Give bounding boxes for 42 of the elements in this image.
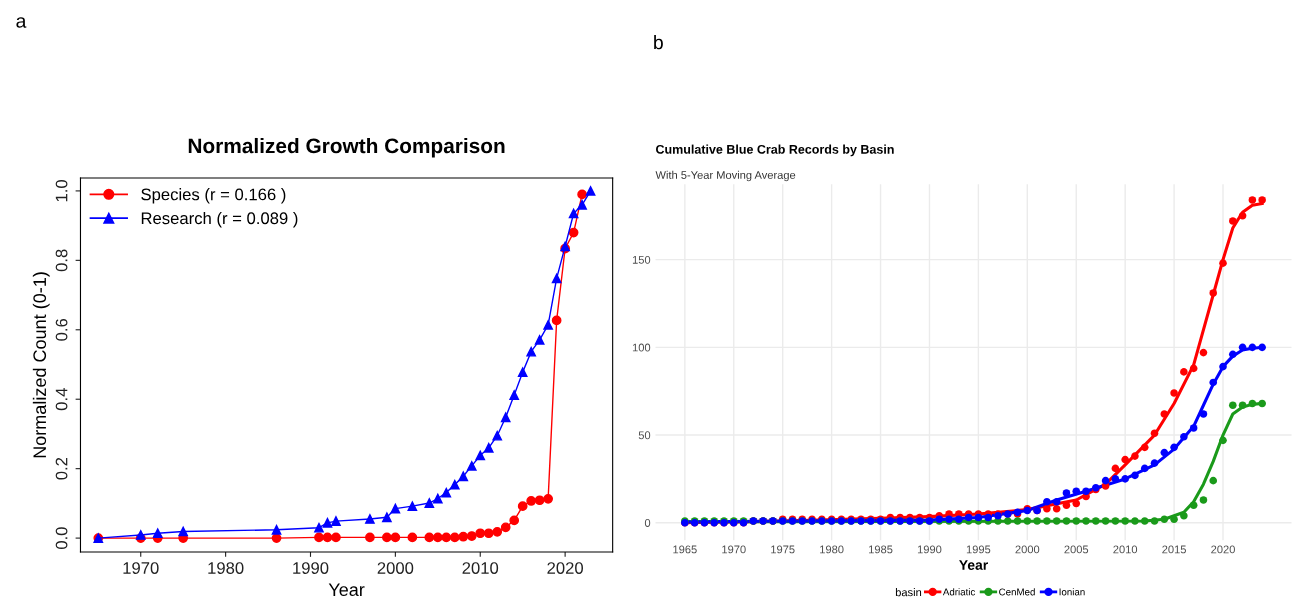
y-tick-label: 100 xyxy=(632,343,651,352)
x-tick-label: 2000 xyxy=(1015,545,1040,554)
y-tick-label: 0.2 xyxy=(55,457,68,480)
y-tick-label: 0 xyxy=(644,519,651,527)
x-tick-label: 1980 xyxy=(820,545,844,554)
legend-title: basin xyxy=(895,588,922,597)
x-tick-label: 1980 xyxy=(208,562,244,574)
x-tick-label: 2005 xyxy=(1064,545,1089,554)
x-tick-label: 1970 xyxy=(123,562,159,574)
y-tick-label: 1.0 xyxy=(55,179,68,202)
x-tick-label: 1995 xyxy=(966,545,991,554)
x-tick-label: 2015 xyxy=(1162,545,1186,554)
y-tick-label: 0.4 xyxy=(55,388,68,411)
y-axis-title: Normalized Count (0-1) xyxy=(32,272,50,458)
x-tick-label: 1990 xyxy=(293,562,329,574)
legend-label: Research (r = 0.089 ) xyxy=(141,211,298,228)
x-tick-label: 2000 xyxy=(377,562,414,574)
x-tick-label: 2010 xyxy=(1113,545,1138,554)
legend-label: Ionian xyxy=(1059,588,1085,596)
y-tick-label: 0.0 xyxy=(55,527,68,550)
y-tick-label: 0.8 xyxy=(55,249,68,272)
legend-label: Species (r = 0.166 ) xyxy=(141,188,286,204)
x-tick-label: 2020 xyxy=(1211,545,1235,554)
legend-label: Adriatic xyxy=(942,588,976,596)
legend-label: CenMed xyxy=(999,588,1035,596)
y-tick-label: 50 xyxy=(638,431,651,440)
y-tick-label: 0.6 xyxy=(55,318,68,341)
x-tick-label: 1965 xyxy=(673,545,697,554)
x-tick-label: 1975 xyxy=(771,545,795,554)
x-tick-label: 1985 xyxy=(869,545,893,554)
x-tick-label: 2010 xyxy=(462,562,499,574)
chart-subtitle: With 5-Year Moving Average xyxy=(655,170,796,182)
x-axis-title: Year xyxy=(959,560,988,570)
y-tick-label: 150 xyxy=(632,255,651,264)
chart-title: Normalized Growth Comparison xyxy=(188,137,505,158)
x-tick-label: 2020 xyxy=(547,562,584,574)
text: a xyxy=(16,17,27,28)
x-axis-title: Year xyxy=(328,583,365,597)
x-tick-label: 1990 xyxy=(917,545,942,554)
x-tick-label: 1970 xyxy=(722,545,746,554)
text: b xyxy=(654,35,663,50)
chart-title: Cumulative Blue Crab Records by Basin xyxy=(656,144,894,157)
